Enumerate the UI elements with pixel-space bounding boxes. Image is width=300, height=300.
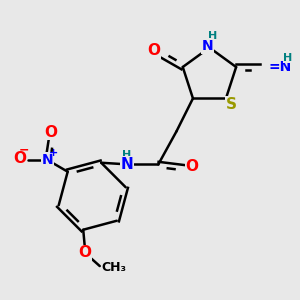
Text: H: H xyxy=(122,150,131,160)
Text: =N: =N xyxy=(268,60,291,74)
Text: +: + xyxy=(49,148,58,158)
Text: O: O xyxy=(78,245,92,260)
Text: H: H xyxy=(208,31,218,41)
Text: N: N xyxy=(121,157,133,172)
Text: O: O xyxy=(13,151,26,166)
Text: O: O xyxy=(45,124,58,140)
Text: H: H xyxy=(284,53,292,63)
Text: N: N xyxy=(202,39,214,53)
Text: O: O xyxy=(147,43,160,58)
Text: O: O xyxy=(185,159,199,174)
Text: CH₃: CH₃ xyxy=(101,261,126,274)
Text: S: S xyxy=(225,97,236,112)
Text: N: N xyxy=(42,153,54,167)
Text: −: − xyxy=(19,144,29,157)
